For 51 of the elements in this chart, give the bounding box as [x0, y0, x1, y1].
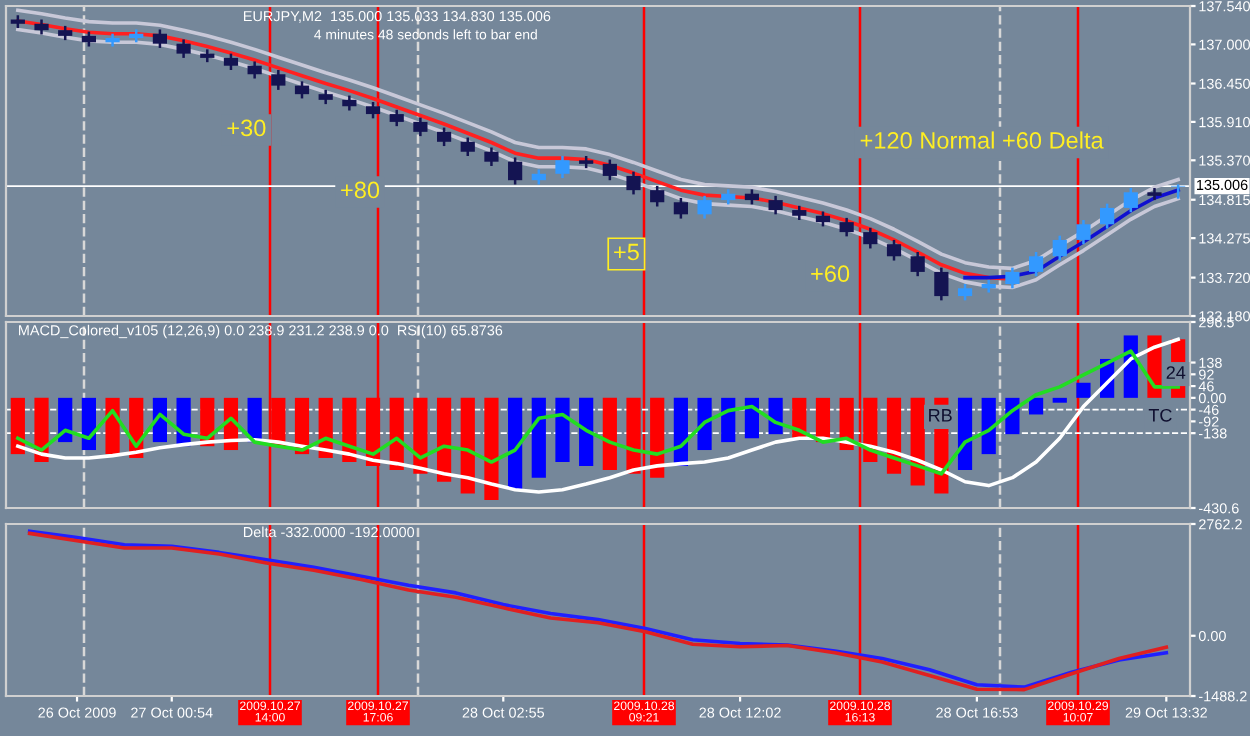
candlestick [768, 194, 783, 216]
candlestick [1100, 202, 1115, 230]
candlestick [1005, 266, 1020, 290]
bar [1028, 397, 1044, 415]
bar [697, 397, 712, 451]
bar [957, 397, 973, 470]
bar [10, 397, 25, 455]
candlestick [555, 154, 570, 180]
annotation: +80 [341, 181, 380, 199]
candlestick [508, 156, 523, 186]
annotation: RB [929, 409, 952, 422]
candlestick [176, 38, 191, 60]
bar [531, 397, 546, 478]
candlestick [650, 184, 665, 208]
bar [81, 397, 96, 451]
annotation: +60 [811, 265, 850, 283]
candlestick [1076, 218, 1091, 246]
candlestick [863, 226, 878, 250]
bar [484, 397, 499, 500]
annotation: +120 Normal +60 Delta [860, 131, 1104, 149]
bar [981, 397, 996, 455]
bar [460, 397, 475, 494]
candlestick [271, 68, 286, 92]
bar [579, 397, 594, 466]
candlestick [436, 126, 452, 148]
candlestick [1052, 234, 1067, 262]
bar [602, 397, 617, 470]
bar [436, 397, 452, 482]
candlestick [152, 28, 168, 50]
candlestick [886, 238, 902, 262]
candlestick [602, 158, 617, 182]
candlestick [626, 170, 641, 196]
annotation: +30 [227, 119, 266, 137]
candlestick [1123, 186, 1138, 214]
annotation: +5 [614, 243, 639, 261]
bar [1076, 382, 1091, 398]
candlestick [484, 146, 499, 168]
candlestick [934, 266, 949, 302]
candlestick [673, 196, 688, 220]
candlestick [839, 216, 854, 238]
bar [650, 397, 665, 478]
candlestick [460, 136, 475, 158]
candlestick [697, 194, 712, 220]
annotation: TC [1148, 408, 1172, 422]
bar [508, 397, 523, 490]
candlestick [1028, 250, 1044, 278]
bar [1052, 397, 1067, 403]
annotation: 24 [1166, 366, 1186, 379]
bar [555, 397, 570, 463]
candlestick [910, 250, 925, 278]
candlestick [413, 116, 428, 138]
